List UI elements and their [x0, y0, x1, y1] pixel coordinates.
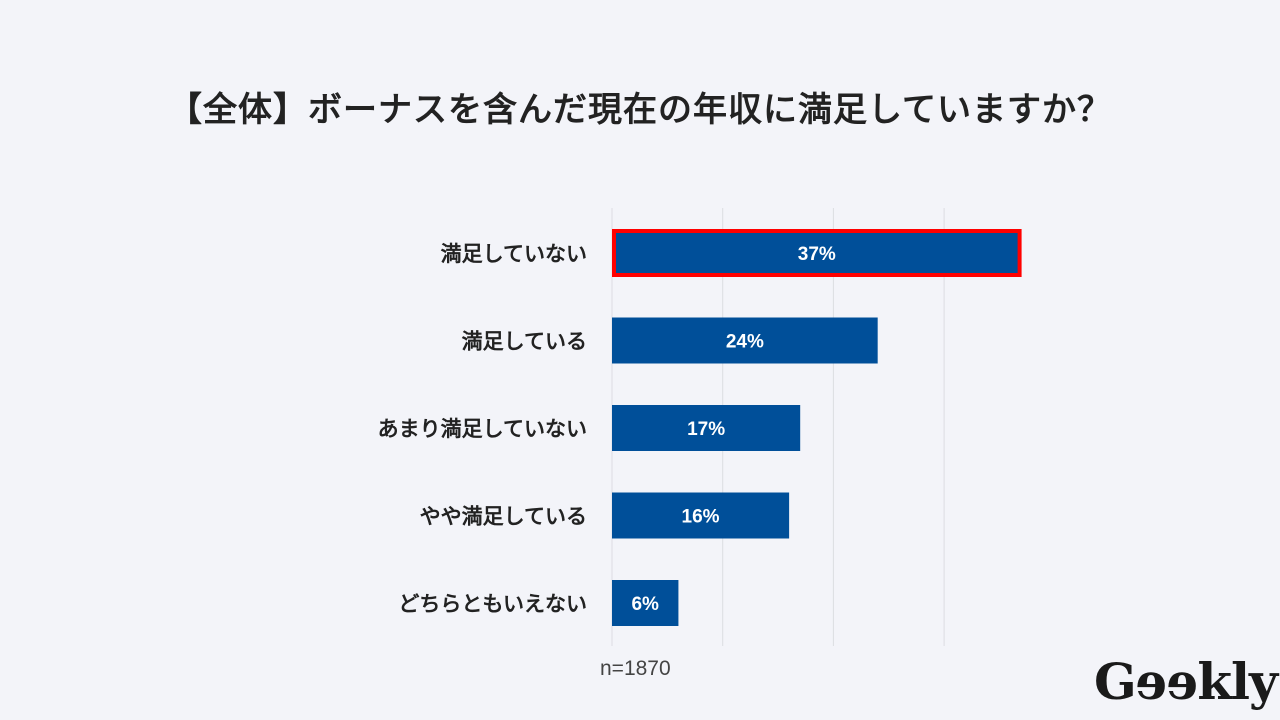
data-label: 16% [682, 507, 720, 528]
geekly-logo: Geekly [1094, 652, 1278, 711]
data-label: 24% [726, 332, 764, 353]
sample-size-note: n=1870 [600, 657, 671, 680]
bar [612, 317, 878, 364]
bar [612, 580, 679, 626]
category-label: どちらともいえない [398, 592, 587, 616]
category-label: やや満足している [420, 505, 587, 529]
data-label: 6% [631, 594, 659, 615]
bar [612, 492, 790, 539]
category-label: 満足している [462, 330, 587, 354]
chart-title: 【全体】ボーナスを含んだ現在の年収に満足していますか？ [168, 90, 1112, 130]
data-label: 37% [798, 244, 836, 265]
bar [612, 405, 801, 451]
bar-highlighted [612, 229, 1022, 277]
category-label: 満足していない [441, 242, 587, 266]
category-label: あまり満足していない [378, 417, 587, 441]
data-label: 17% [687, 419, 725, 440]
